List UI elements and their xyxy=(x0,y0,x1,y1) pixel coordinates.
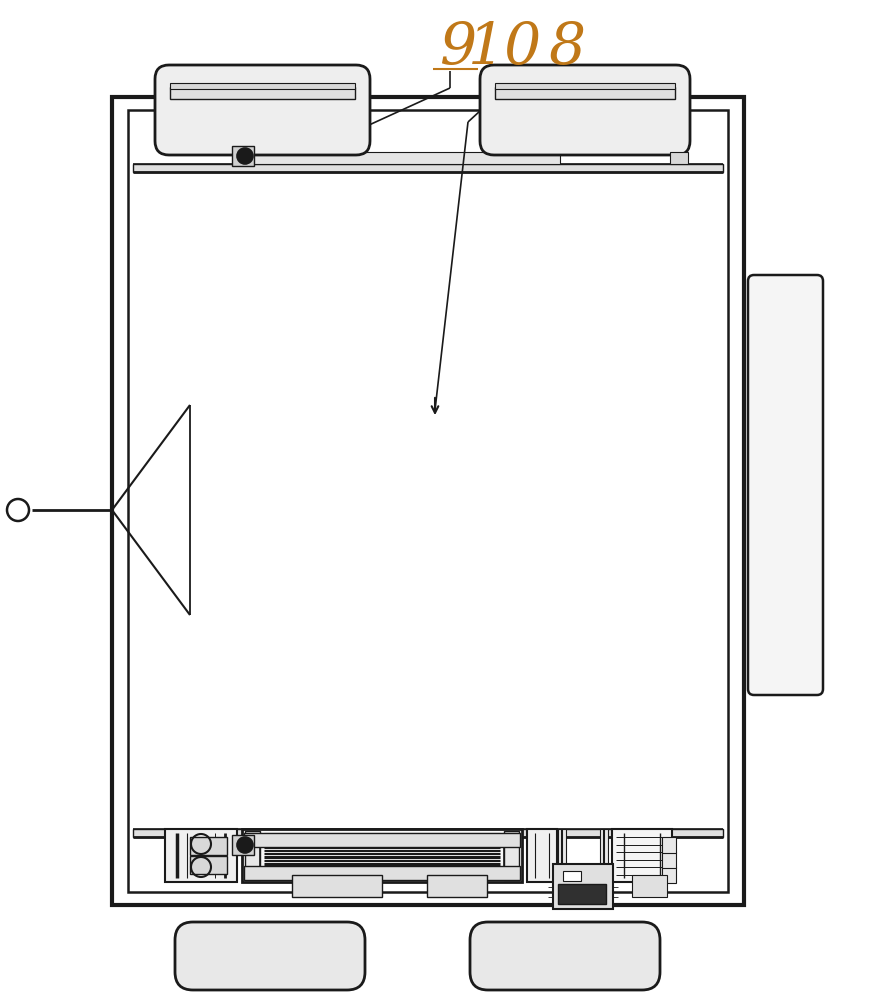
Bar xyxy=(486,938,644,974)
Text: 10: 10 xyxy=(467,20,542,76)
Bar xyxy=(170,87,355,99)
Bar xyxy=(244,833,520,847)
Bar xyxy=(232,835,254,855)
Bar xyxy=(244,866,520,880)
Bar xyxy=(133,164,723,172)
Bar xyxy=(558,829,566,882)
Bar xyxy=(245,831,260,880)
Circle shape xyxy=(237,837,253,853)
Bar xyxy=(128,110,728,892)
FancyBboxPatch shape xyxy=(470,922,660,990)
Bar xyxy=(190,837,227,855)
Bar xyxy=(563,871,581,881)
Bar xyxy=(553,864,613,909)
Bar xyxy=(670,152,688,164)
Bar xyxy=(495,83,675,89)
Bar xyxy=(191,938,349,974)
Bar xyxy=(173,79,352,141)
Circle shape xyxy=(237,148,253,164)
Bar xyxy=(165,829,237,882)
FancyBboxPatch shape xyxy=(155,65,370,155)
FancyBboxPatch shape xyxy=(175,922,365,990)
Bar xyxy=(527,829,557,882)
Bar xyxy=(498,79,672,141)
Bar xyxy=(662,867,676,883)
Bar xyxy=(612,829,672,882)
Bar xyxy=(292,875,382,897)
Bar xyxy=(190,856,227,874)
Bar xyxy=(133,829,723,837)
Bar xyxy=(495,87,675,99)
Bar xyxy=(504,831,519,880)
Bar xyxy=(112,97,744,905)
Bar xyxy=(662,837,676,853)
Bar xyxy=(600,829,608,882)
Text: 9: 9 xyxy=(439,20,476,76)
Bar xyxy=(237,152,560,164)
Bar xyxy=(427,875,487,897)
Bar xyxy=(170,83,355,89)
Bar xyxy=(242,829,522,882)
FancyBboxPatch shape xyxy=(748,275,823,695)
Bar xyxy=(632,875,667,897)
Text: 8: 8 xyxy=(548,20,586,76)
Bar xyxy=(558,884,606,904)
Bar xyxy=(662,852,676,868)
Bar xyxy=(232,146,254,166)
FancyBboxPatch shape xyxy=(480,65,690,155)
